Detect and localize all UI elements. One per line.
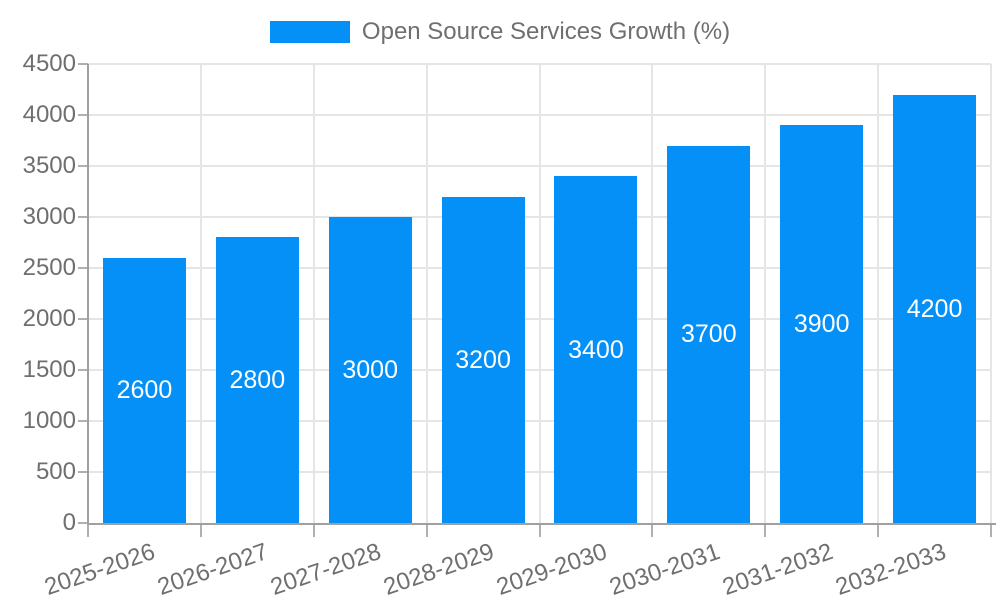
legend-label: Open Source Services Growth (%)	[361, 18, 731, 45]
y-tick-label: 0	[62, 509, 76, 536]
y-tick-mark	[78, 420, 88, 422]
bar-value-label: 3000	[342, 356, 398, 384]
y-tick-mark	[78, 63, 88, 65]
y-tick-mark	[78, 471, 88, 473]
x-tick-mark	[538, 525, 541, 537]
y-tick-label: 2500	[22, 254, 76, 281]
x-tick-mark	[87, 525, 89, 537]
x-axis-line	[87, 523, 996, 525]
bar[interactable]	[215, 237, 299, 523]
y-tick-mark	[78, 522, 88, 524]
bar[interactable]	[554, 176, 638, 523]
y-tick-mark	[78, 165, 88, 167]
y-tick-mark	[78, 216, 88, 218]
legend[interactable]: Open Source Services Growth (%)	[0, 18, 1000, 46]
y-tick-mark	[78, 369, 88, 371]
y-tick-label: 3000	[22, 203, 76, 230]
y-tick-label: 1500	[22, 356, 76, 383]
y-tick-mark	[78, 267, 88, 269]
bar-value-label: 2600	[116, 376, 173, 405]
bar-value-label: 4200	[906, 294, 963, 323]
x-gridline	[877, 64, 880, 523]
x-tick-mark	[990, 525, 992, 537]
bar[interactable]	[102, 257, 186, 523]
bar-value-label: 3900	[793, 310, 850, 339]
x-tick-mark	[764, 525, 767, 537]
bar[interactable]	[667, 145, 751, 523]
y-tick-mark	[78, 114, 88, 116]
bar[interactable]	[893, 94, 977, 523]
x-tick-mark	[199, 525, 202, 537]
bar[interactable]	[328, 217, 412, 523]
bar-value-label: 3200	[455, 345, 511, 374]
bar[interactable]	[780, 125, 864, 523]
x-tick-mark	[651, 525, 654, 537]
y-tick-mark	[78, 318, 88, 320]
x-gridline	[764, 64, 767, 523]
x-gridline	[199, 64, 202, 523]
bar-value-label: 3400	[568, 335, 624, 364]
y-axis-line	[87, 64, 89, 525]
x-tick-mark	[312, 525, 315, 537]
y-tick-label: 500	[35, 458, 76, 485]
x-gridline	[651, 64, 654, 523]
y-tick-label: 1000	[22, 407, 76, 434]
y-tick-label: 4500	[22, 50, 76, 77]
x-tick-mark	[877, 525, 880, 537]
x-gridline	[312, 64, 315, 523]
bar[interactable]	[441, 196, 525, 523]
y-tick-label: 2000	[22, 305, 76, 332]
bar-value-label: 3700	[681, 320, 737, 349]
y-tick-label: 3500	[22, 152, 76, 179]
x-gridline	[425, 64, 428, 523]
y-tick-label: 4000	[22, 101, 76, 128]
x-tick-mark	[425, 525, 428, 537]
bar-value-label: 2800	[229, 366, 286, 395]
legend-swatch	[269, 21, 350, 43]
x-gridline	[538, 64, 541, 523]
x-gridline	[990, 64, 992, 523]
